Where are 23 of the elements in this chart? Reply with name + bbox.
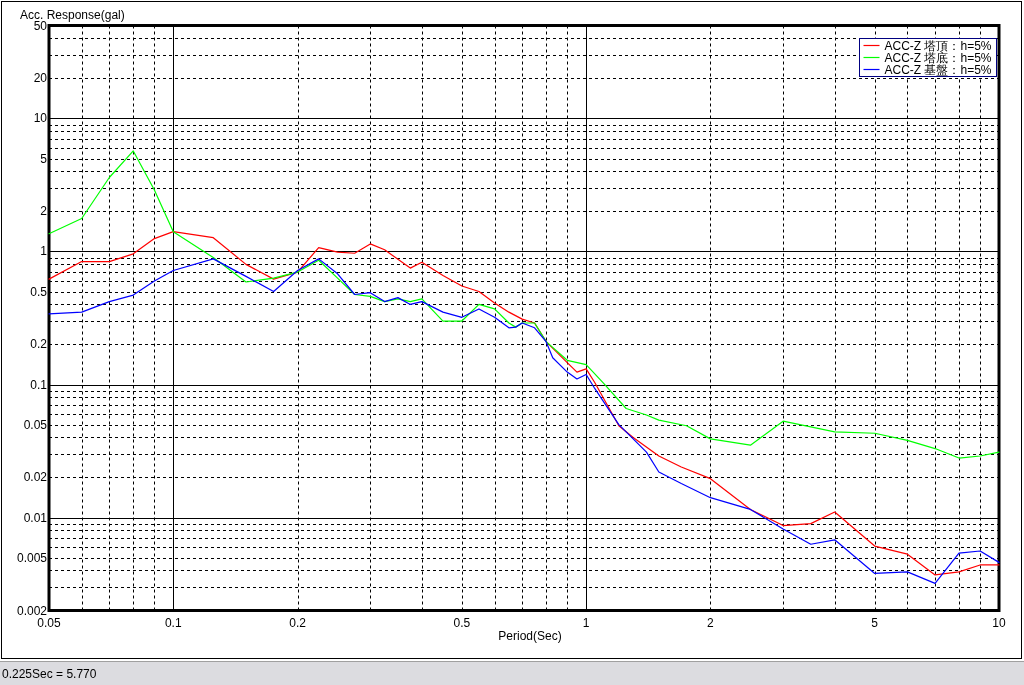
y-tick-label: 0.01 [23,510,48,525]
y-tick-label: 0.005 [16,550,48,565]
y-tick-label: 10 [33,111,48,126]
y-tick-label: 0.02 [23,470,48,485]
y-tick-label: 0.05 [23,417,48,432]
y-tick-label: 1 [40,244,48,259]
y-tick-label: 0.2 [30,337,48,352]
x-tick-label: 1 [582,616,590,630]
y-tick-label: 0.1 [30,377,48,392]
y-tick-label: 2 [40,204,48,219]
y-tick-label: 20 [33,71,48,86]
annotation: 0.225Sec = 5.770 [2,667,97,681]
legend-label: ACC-Z 塔頂：h=5% [884,38,992,53]
y-tick-label: 0.002 [16,603,48,618]
x-tick-label: 5 [871,616,879,630]
x-tick-label: 10 [992,616,1006,630]
x-axis-title: Period(Sec) [498,629,562,643]
x-tick-label: 0.5 [453,616,471,630]
y-tick-label: 0.5 [30,284,48,299]
x-tick-label: 0.1 [164,616,182,630]
x-tick-label: 0.2 [289,616,307,630]
x-tick-label: 2 [707,616,715,630]
y-tick-label: 5 [40,151,48,166]
